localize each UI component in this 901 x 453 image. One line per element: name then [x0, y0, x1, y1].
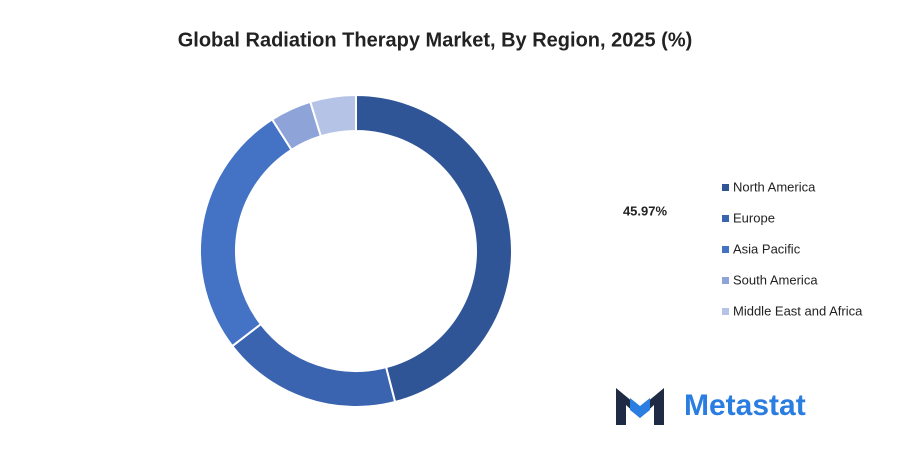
legend-swatch	[722, 246, 729, 253]
logo-accent	[630, 398, 650, 418]
legend-text: Middle East and Africa	[733, 303, 863, 318]
legend-swatch	[722, 184, 729, 191]
donut-segment	[199, 118, 293, 348]
donut-segment	[309, 93, 357, 138]
legend-swatch	[722, 215, 729, 222]
donut-segment	[355, 93, 513, 404]
donut-segment	[230, 322, 397, 408]
legend-text: Europe	[733, 210, 775, 225]
legend-swatch	[722, 308, 729, 315]
legend-text: Asia Pacific	[733, 241, 801, 256]
legend-text: North America	[733, 179, 816, 194]
chart-title: Global Radiation Therapy Market, By Regi…	[178, 29, 693, 51]
legend-swatch	[722, 277, 729, 284]
logo: Metastat	[616, 388, 806, 425]
logo-text: Metastat	[684, 389, 806, 422]
value-label: 45.97%	[623, 203, 668, 218]
legend-text: South America	[733, 272, 818, 287]
